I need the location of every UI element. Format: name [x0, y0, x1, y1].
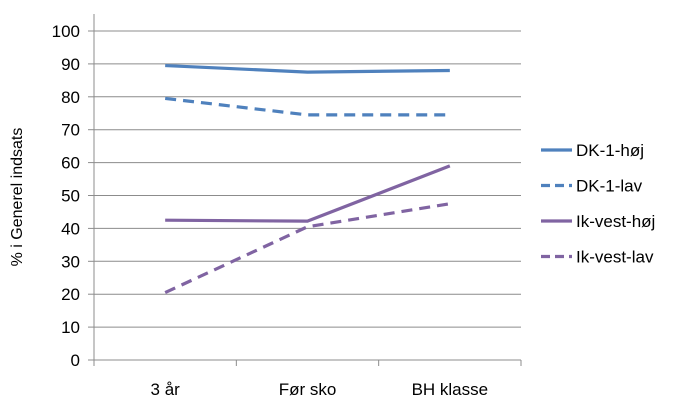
- legend-label: DK-1-lav: [576, 177, 643, 196]
- y-tick-label: 40: [61, 219, 80, 238]
- series-line-dk-1-h-j: [165, 63, 450, 74]
- y-tick-label: 70: [61, 121, 80, 140]
- y-tick-label: 90: [61, 55, 80, 74]
- x-tick-label: 3 år: [151, 380, 181, 399]
- x-tick-label: Før sko: [279, 380, 337, 399]
- series-lines: [164, 63, 451, 295]
- gridlines: [94, 30, 521, 328]
- series-line-dk-1-lav: [164, 96, 450, 117]
- y-tick-label: 80: [61, 88, 80, 107]
- y-tick-label: 100: [52, 22, 80, 41]
- legend: DK-1-høj DK-1-lav Ik-vest-høj Ik-vest-lav: [541, 141, 655, 267]
- y-tick-label: 10: [61, 318, 80, 337]
- y-axis-title: % i Generel indsats: [9, 128, 26, 267]
- axes: [88, 14, 522, 366]
- y-tick-label: 20: [61, 285, 80, 304]
- y-tick-label: 0: [71, 351, 80, 370]
- y-tick-labels: 0 10 20 30 40 50 60 70 80 90 100: [52, 22, 80, 370]
- y-tick-label: 50: [61, 187, 80, 206]
- x-tick-labels: 3 år Før sko BH klasse: [151, 380, 489, 399]
- legend-label: DK-1-høj: [576, 141, 644, 160]
- legend-label: Ik-vest-høj: [576, 212, 655, 231]
- legend-label: Ik-vest-lav: [576, 248, 654, 267]
- y-tick-label: 30: [61, 252, 80, 271]
- series-line-ik-vest-lav: [164, 202, 451, 295]
- x-tick-label: BH klasse: [412, 380, 489, 399]
- y-tick-label: 60: [61, 154, 80, 173]
- series-line-ik-vest-h-j: [165, 164, 451, 223]
